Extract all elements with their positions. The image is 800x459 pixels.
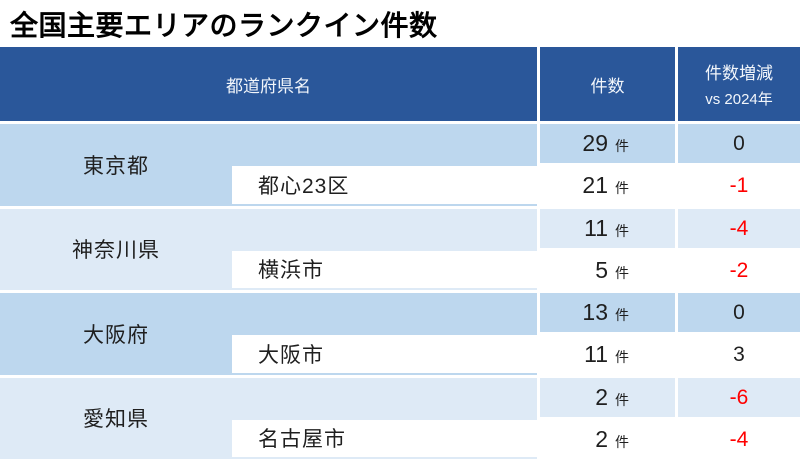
count-value: 11 <box>584 341 608 368</box>
count-unit: 件 <box>615 222 629 239</box>
change-cell: 3 <box>678 335 800 375</box>
count-unit: 件 <box>615 349 629 366</box>
count-value: 2 <box>595 383 608 410</box>
change-cell: 0 <box>678 293 800 333</box>
count-value: 13 <box>582 299 608 325</box>
header-change-label: 件数増減 <box>705 64 773 83</box>
sub-area-cell: 名古屋市 <box>232 419 537 457</box>
prefecture-name: 東京都 <box>83 154 149 178</box>
change-cell: -6 <box>678 377 800 417</box>
count-unit: 件 <box>615 391 629 408</box>
sub-area-name: 大阪市 <box>258 343 324 367</box>
column-change: 件数増減 vs 2024年 0 -1 -4 -2 0 3 -6 -4 <box>678 47 800 459</box>
count-cell: 13 件 <box>540 293 675 333</box>
page-title: 全国主要エリアのランクイン件数 <box>10 10 438 41</box>
header-prefecture: 都道府県名 <box>0 47 537 121</box>
count-value: 11 <box>584 214 608 241</box>
change-cell: -4 <box>678 419 800 459</box>
count-unit: 件 <box>615 433 629 450</box>
sub-area-name: 名古屋市 <box>258 428 346 452</box>
prefecture-name: 神奈川県 <box>72 239 160 263</box>
group-tokyo: 東京都 都心23区 <box>0 124 537 206</box>
count-cell: 11 件 <box>540 335 675 375</box>
ranking-table: 都道府県名 東京都 都心23区 神奈川県 横浜市 大阪府 大阪市 <box>0 47 800 459</box>
count-value: 2 <box>595 425 608 452</box>
count-unit: 件 <box>615 180 629 197</box>
count-cell: 21 件 <box>540 166 675 206</box>
count-unit: 件 <box>615 138 629 154</box>
group-osaka: 大阪府 大阪市 <box>0 293 537 375</box>
column-prefecture: 都道府県名 東京都 都心23区 神奈川県 横浜市 大阪府 大阪市 <box>0 47 537 459</box>
count-value: 21 <box>582 172 608 199</box>
count-unit: 件 <box>615 307 629 323</box>
header-count: 件数 <box>540 47 675 121</box>
sub-area-name: 横浜市 <box>258 259 324 283</box>
prefecture-name: 愛知県 <box>83 408 149 432</box>
change-cell: 0 <box>678 124 800 164</box>
sub-area-cell: 横浜市 <box>232 250 537 288</box>
prefecture-name: 大阪府 <box>83 323 149 347</box>
header-change-sublabel: vs 2024年 <box>705 91 773 108</box>
header-change: 件数増減 vs 2024年 <box>678 47 800 121</box>
group-aichi: 愛知県 名古屋市 <box>0 377 537 459</box>
count-cell: 11 件 <box>540 208 675 248</box>
count-value: 29 <box>582 130 608 156</box>
change-cell: -1 <box>678 166 800 206</box>
count-unit: 件 <box>615 264 629 281</box>
sub-area-cell: 大阪市 <box>232 335 537 373</box>
count-cell: 29 件 <box>540 124 675 164</box>
count-value: 5 <box>595 256 608 283</box>
change-cell: -2 <box>678 250 800 290</box>
change-cell: -4 <box>678 208 800 248</box>
sub-area-cell: 都心23区 <box>232 166 537 204</box>
sub-area-name: 都心23区 <box>258 174 350 198</box>
group-kanagawa: 神奈川県 横浜市 <box>0 208 537 290</box>
